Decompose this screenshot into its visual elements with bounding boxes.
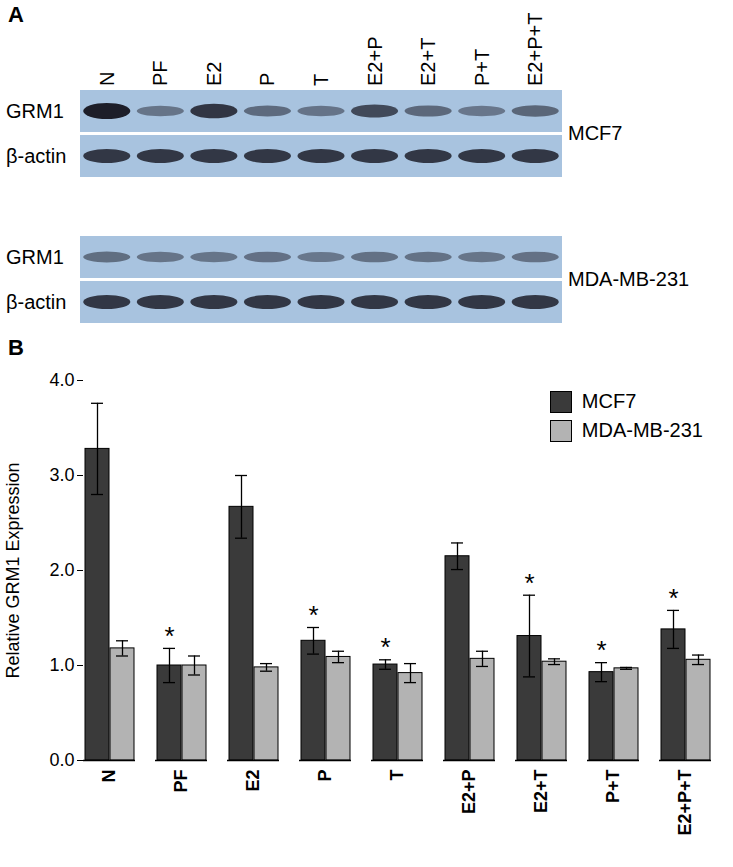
svg-text:*: * xyxy=(524,568,534,598)
html-text:MDA-MB-231: MDA-MB-231 xyxy=(581,419,703,441)
svg-text:3.0: 3.0 xyxy=(49,465,74,485)
svg-text:PF: PF xyxy=(171,770,191,793)
svg-text:MDA-MB-231: MDA-MB-231 xyxy=(568,268,689,290)
html-text:B: B xyxy=(8,335,24,360)
svg-text:GRM1: GRM1 xyxy=(6,246,64,268)
svg-text:E2+P: E2+P xyxy=(459,770,479,815)
svg-text:E2+T: E2+T xyxy=(531,770,551,814)
svg-text:P+T: P+T xyxy=(603,769,623,803)
svg-text:*: * xyxy=(668,583,678,613)
svg-text:E2+P+T: E2+P+T xyxy=(675,770,695,836)
svg-text:T: T xyxy=(387,770,407,781)
svg-text:Relative GRM1 Expression: Relative GRM1 Expression xyxy=(3,462,23,678)
html-text:MCF7: MCF7 xyxy=(581,390,637,412)
svg-text:0.0: 0.0 xyxy=(49,750,74,770)
svg-text:P: P xyxy=(256,73,278,86)
svg-text:*: * xyxy=(164,621,174,651)
svg-text:*: * xyxy=(308,600,318,630)
svg-text:PF: PF xyxy=(149,60,171,86)
svg-text:β-actin: β-actin xyxy=(6,291,66,313)
svg-text:A: A xyxy=(8,2,24,27)
svg-text:E2+P+T: E2+P+T xyxy=(524,13,546,86)
svg-text:P: P xyxy=(315,770,335,782)
svg-text:E2: E2 xyxy=(243,770,263,792)
svg-text:MCF7: MCF7 xyxy=(568,122,622,144)
svg-text:2.0: 2.0 xyxy=(49,560,74,580)
svg-text:*: * xyxy=(380,632,390,662)
svg-text:E2+T: E2+T xyxy=(417,38,439,86)
svg-text:*: * xyxy=(596,635,606,665)
svg-text:E2: E2 xyxy=(203,62,225,86)
svg-text:1.0: 1.0 xyxy=(49,655,74,675)
svg-text:T: T xyxy=(310,74,332,86)
svg-text:GRM1: GRM1 xyxy=(6,100,64,122)
svg-text:N: N xyxy=(96,72,118,86)
svg-text:P+T: P+T xyxy=(471,49,493,86)
svg-text:E2+P: E2+P xyxy=(364,37,386,86)
svg-text:β-actin: β-actin xyxy=(6,145,66,167)
svg-text:4.0: 4.0 xyxy=(49,370,74,390)
svg-text:N: N xyxy=(99,770,119,783)
